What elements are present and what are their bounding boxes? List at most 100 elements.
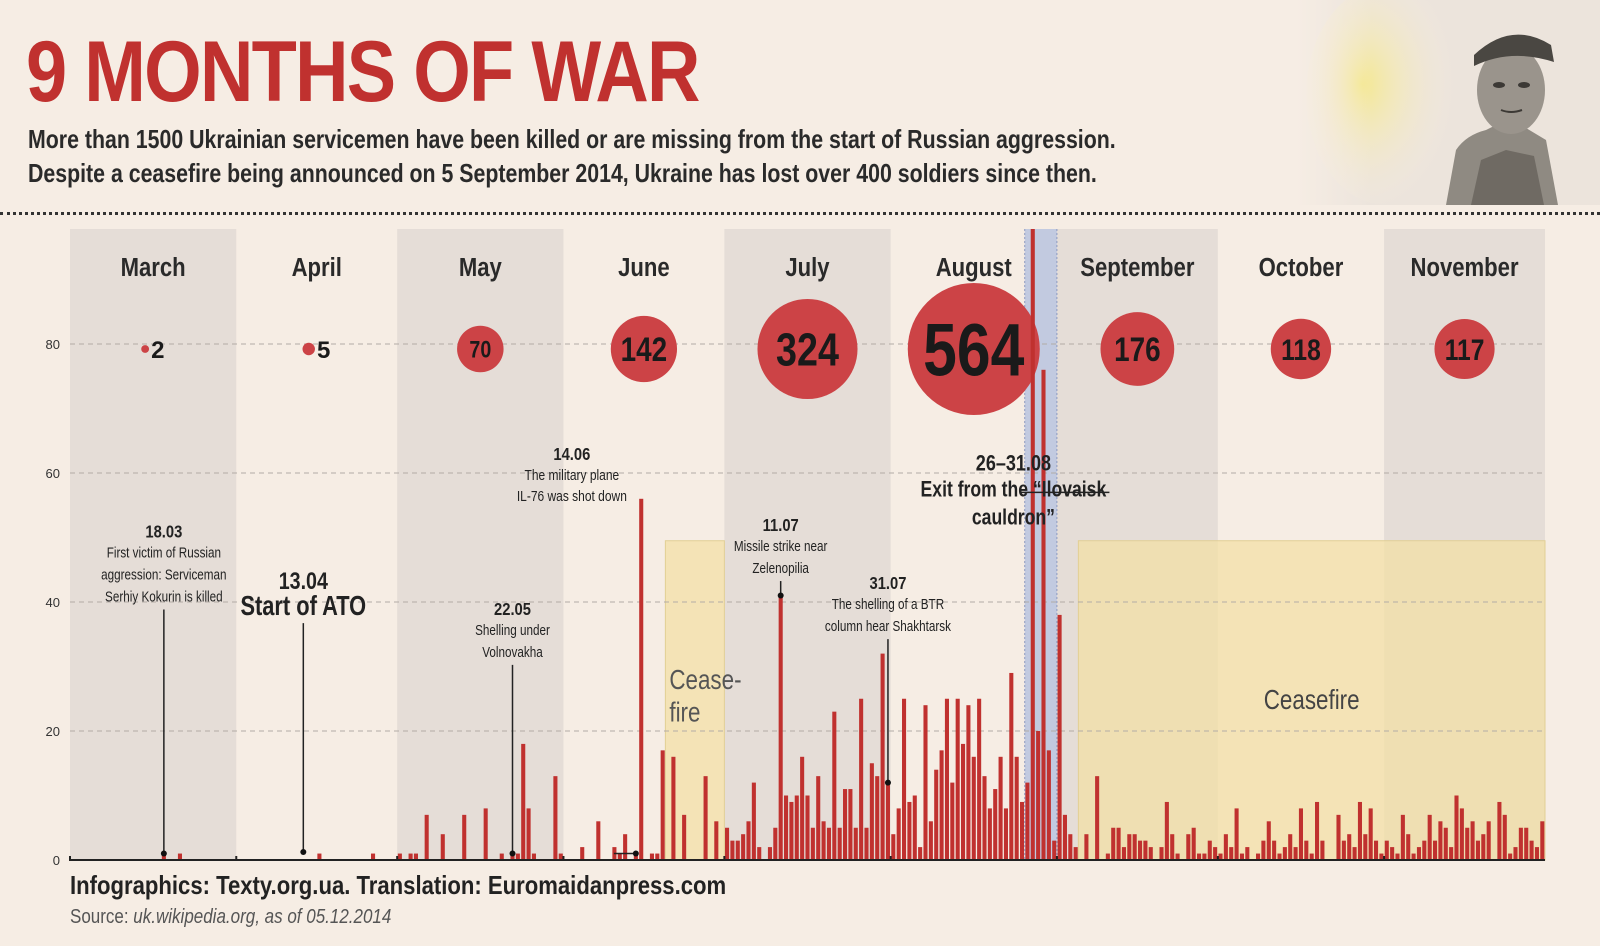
- header-divider: [0, 212, 1600, 215]
- bar-june-7: [596, 821, 601, 860]
- bar-august-16: [971, 756, 976, 860]
- bar-november-19: [1481, 834, 1486, 860]
- bar-july-30: [880, 653, 885, 860]
- month-band-may: [397, 229, 564, 860]
- bar-october-5: [1239, 853, 1244, 860]
- bar-august-31: [1052, 840, 1057, 860]
- bar-november-17: [1470, 821, 1475, 860]
- bar-november-26: [1518, 827, 1523, 860]
- bar-july-13: [789, 801, 794, 860]
- bar-july-4: [741, 834, 746, 860]
- bar-october-31: [1379, 853, 1384, 860]
- bar-august-2: [896, 808, 901, 860]
- bar-august-15: [966, 705, 971, 860]
- bar-september-3: [1068, 834, 1073, 860]
- bar-june-11: [617, 853, 622, 860]
- bar-august-3: [902, 698, 907, 860]
- bar-october-27: [1357, 801, 1362, 860]
- annotation-14-06: 14.06 The military plane IL-76 was shot do…: [517, 445, 639, 857]
- month-total-circle-march: [141, 345, 150, 353]
- bar-july-25: [853, 827, 858, 860]
- bar-august-6: [918, 847, 923, 860]
- bar-august-25: [1020, 801, 1025, 860]
- bar-september-27: [1197, 853, 1202, 860]
- month-total-circle-july: [757, 298, 858, 400]
- month-total-circle-may: [457, 325, 504, 373]
- annotation-18-03-line-3: Serhiy Kokurin is killed: [105, 588, 223, 605]
- bar-october-30: [1374, 840, 1379, 860]
- annotation-11-07-date: 11.07: [763, 516, 799, 536]
- bar-august-24: [1014, 756, 1019, 860]
- bar-september-12: [1116, 827, 1121, 860]
- bar-august-27: [1030, 229, 1035, 860]
- bar-may-22: [510, 853, 515, 860]
- bar-november-12: [1443, 827, 1448, 860]
- bar-november-24: [1508, 853, 1513, 860]
- month-total-value-may: 70: [469, 336, 491, 363]
- month-total-value-november: 117: [1445, 332, 1485, 366]
- bar-july-12: [784, 795, 789, 860]
- bar-may-20: [499, 853, 504, 860]
- bar-august-13: [955, 698, 960, 860]
- annotation-31-07-date: 31.07: [870, 574, 907, 594]
- bar-october-10: [1266, 821, 1271, 860]
- bar-november-11: [1438, 821, 1443, 860]
- annotation-22-05-marker: [509, 850, 516, 857]
- month-label-june: June: [618, 253, 670, 282]
- bar-september-14: [1127, 834, 1132, 860]
- month-total-circle-june: [610, 315, 678, 383]
- bar-august-29: [1041, 369, 1046, 860]
- bar-march-21: [177, 853, 182, 860]
- bar-august-11: [944, 698, 949, 860]
- bar-november-2: [1390, 847, 1395, 860]
- month-label-july: July: [785, 253, 830, 282]
- bar-august-14: [961, 743, 966, 860]
- bar-may-17: [483, 808, 488, 860]
- bar-august-12: [950, 782, 955, 860]
- bar-june-29: [714, 821, 719, 860]
- bar-october-11: [1272, 840, 1277, 860]
- bar-october-23: [1336, 814, 1341, 860]
- annotation-22-05-line-2: Volnovakha: [482, 644, 543, 661]
- bar-november-30: [1540, 821, 1545, 860]
- bar-october-12: [1277, 853, 1282, 860]
- annotation-26-31-08-date: 26–31.08: [976, 452, 1051, 476]
- bar-june-4: [580, 847, 585, 860]
- bar-october-26: [1352, 847, 1357, 860]
- bar-july-9: [767, 847, 772, 860]
- bar-november-4: [1400, 814, 1405, 860]
- annotation-18-03-line-1: First victim of Russian: [107, 544, 221, 561]
- bar-september-13: [1121, 847, 1126, 860]
- y-tick-label-60: 60: [46, 466, 60, 481]
- bar-august-4: [907, 801, 912, 860]
- month-total-value-july: 324: [776, 324, 839, 375]
- bar-september-17: [1143, 840, 1148, 860]
- bar-september-2: [1062, 814, 1067, 860]
- bar-august-5: [912, 795, 917, 860]
- bar-march-18: [161, 853, 166, 860]
- bar-september-26: [1191, 827, 1196, 860]
- bar-november-25: [1513, 847, 1518, 860]
- bar-november-10: [1433, 840, 1438, 860]
- bar-october-2: [1223, 834, 1228, 860]
- y-tick-label-0: 0: [53, 853, 60, 868]
- y-tick-label-80: 80: [46, 337, 60, 352]
- bar-september-21: [1164, 801, 1169, 860]
- bar-september-28: [1202, 853, 1207, 860]
- bar-september-1: [1057, 614, 1062, 860]
- bar-october-6: [1245, 847, 1250, 860]
- page-title: 9 MONTHS OF WAR: [26, 24, 700, 120]
- bar-november-14: [1454, 795, 1459, 860]
- bar-september-30: [1213, 847, 1218, 860]
- bar-october-3: [1229, 847, 1234, 860]
- month-total-value-june: 142: [621, 331, 668, 369]
- bar-november-9: [1427, 814, 1432, 860]
- annotation-31-07-marker: [884, 779, 891, 786]
- footer-source: Source: uk.wikipedia.org, as of 05.12.20…: [70, 906, 391, 929]
- month-total-circle-april: [302, 342, 315, 356]
- bar-july-21: [832, 711, 837, 860]
- bar-june-19: [660, 750, 665, 860]
- bar-november-6: [1411, 853, 1416, 860]
- bar-october-15: [1293, 847, 1298, 860]
- bar-july-2: [730, 840, 735, 860]
